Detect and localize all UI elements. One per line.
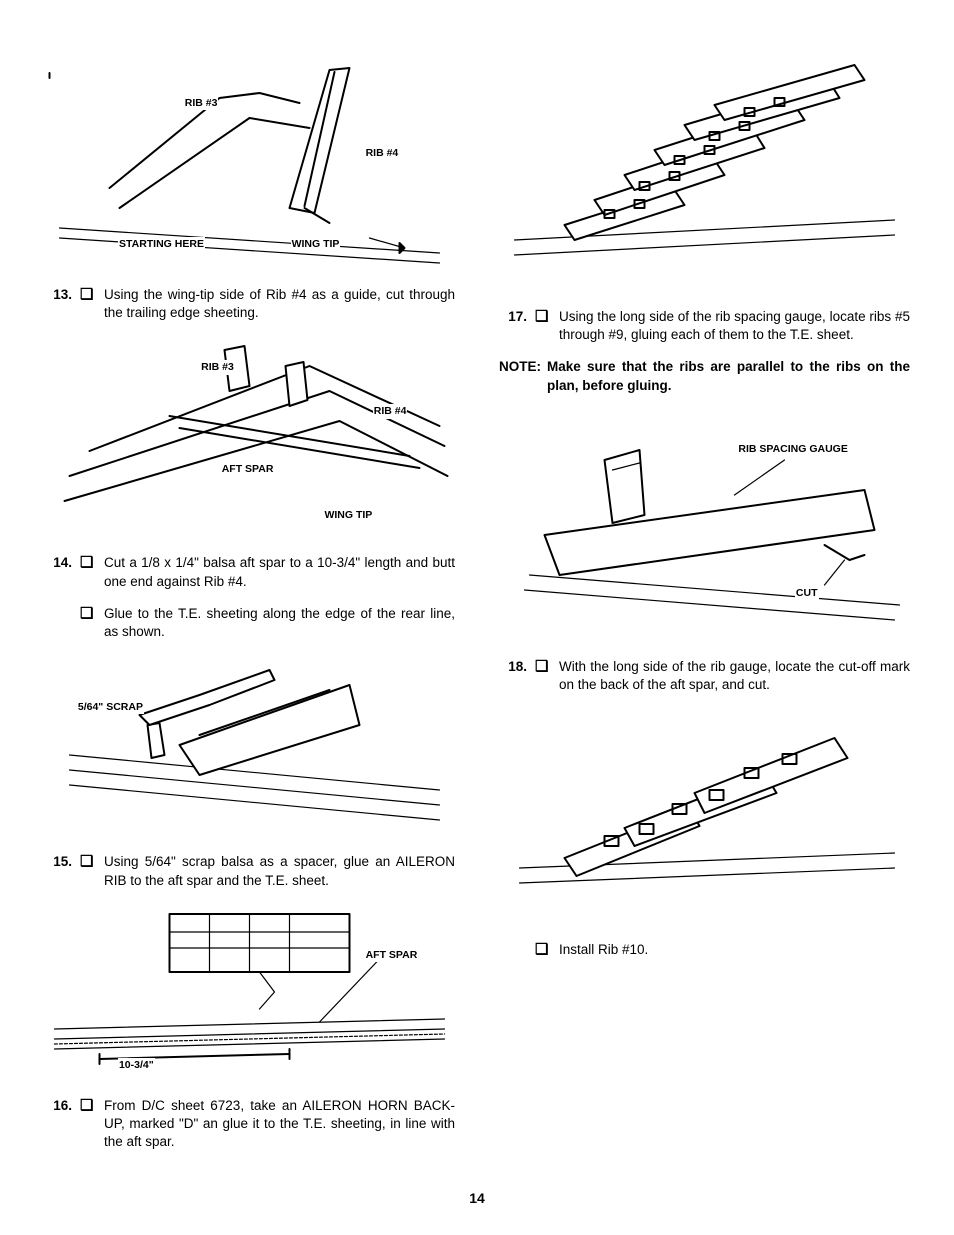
- step-14b: ❏ Glue to the T.E. sheeting along the ed…: [80, 605, 455, 641]
- figure-step17-top: [499, 60, 910, 290]
- step-18b: ❏ Install Rib #10.: [535, 941, 910, 959]
- label-rib4: RIB #4: [373, 404, 408, 418]
- checkbox-icon: ❏: [80, 605, 96, 641]
- step-number: 17.: [499, 308, 527, 344]
- figure-step15: 5/64" SCRAP: [44, 655, 455, 835]
- step-number: 18.: [499, 658, 527, 694]
- step-number: 16.: [44, 1097, 72, 1152]
- right-column: 17. ❏ Using the long side of the rib spa…: [499, 50, 910, 1165]
- figure-rib-spacing-gauge: RIB SPACING GAUGE CUT: [499, 415, 910, 640]
- note-label: NOTE:: [499, 358, 541, 394]
- label-length: 10-3/4": [118, 1058, 155, 1072]
- step-text: Using 5/64" scrap balsa as a spacer, glu…: [104, 853, 455, 889]
- label-rib3: RIB #3: [200, 360, 235, 374]
- label-wing-tip: WING TIP: [323, 508, 373, 522]
- label-starting-here: STARTING HERE: [118, 237, 205, 251]
- checkbox-icon: ❏: [535, 308, 551, 344]
- step-text: Using the wing-tip side of Rib #4 as a g…: [104, 286, 455, 322]
- step-14a: 14. ❏ Cut a 1/8 x 1/4" balsa aft spar to…: [44, 554, 455, 590]
- step-number: 14.: [44, 554, 72, 590]
- label-scrap: 5/64" SCRAP: [77, 700, 144, 714]
- label-rib-spacing-gauge: RIB SPACING GAUGE: [737, 442, 848, 456]
- label-aft-spar: AFT SPAR: [221, 462, 275, 476]
- figure-step16: AFT SPAR 10-3/4": [44, 904, 455, 1079]
- checkbox-icon: ❏: [535, 658, 551, 694]
- step-text: With the long side of the rib gauge, loc…: [559, 658, 910, 694]
- step-16: 16. ❏ From D/C sheet 6723, take an AILER…: [44, 1097, 455, 1152]
- label-wing-tip: WING TIP: [291, 237, 341, 251]
- step-18: 18. ❏ With the long side of the rib gaug…: [499, 658, 910, 694]
- page-number: 14: [44, 1189, 910, 1208]
- step-15: 15. ❏ Using 5/64" scrap balsa as a space…: [44, 853, 455, 889]
- figure-step14: RIB #3 RIB #4 AFT SPAR WING TIP: [44, 336, 455, 536]
- step-text: Using the long side of the rib spacing g…: [559, 308, 910, 344]
- note-parallel-ribs: NOTE: Make sure that the ribs are parall…: [499, 358, 910, 394]
- checkbox-icon: ❏: [80, 1097, 96, 1152]
- step-17: 17. ❏ Using the long side of the rib spa…: [499, 308, 910, 344]
- figure-step18-bottom: [499, 708, 910, 923]
- step-13: 13. ❏ Using the wing-tip side of Rib #4 …: [44, 286, 455, 322]
- label-rib4: RIB #4: [365, 146, 400, 160]
- left-column: RIB #3 RIB #4 STARTING HERE WING TIP 13.…: [44, 50, 455, 1165]
- step-text: Cut a 1/8 x 1/4" balsa aft spar to a 10-…: [104, 554, 455, 590]
- step-number: 15.: [44, 853, 72, 889]
- step-text: Install Rib #10.: [559, 941, 910, 959]
- step-text: Glue to the T.E. sheeting along the edge…: [104, 605, 455, 641]
- step-text: From D/C sheet 6723, take an AILERON HOR…: [104, 1097, 455, 1152]
- step-number: 13.: [44, 286, 72, 322]
- note-text: Make sure that the ribs are parallel to …: [547, 358, 910, 394]
- label-rib3: RIB #3: [184, 96, 219, 110]
- checkbox-icon: ❏: [535, 941, 551, 959]
- checkbox-icon: ❏: [80, 853, 96, 889]
- label-aft-spar: AFT SPAR: [365, 948, 419, 962]
- checkbox-icon: ❏: [80, 554, 96, 590]
- checkbox-icon: ❏: [80, 286, 96, 322]
- figure-step13: RIB #3 RIB #4 STARTING HERE WING TIP: [44, 58, 455, 268]
- label-cut: CUT: [795, 586, 819, 600]
